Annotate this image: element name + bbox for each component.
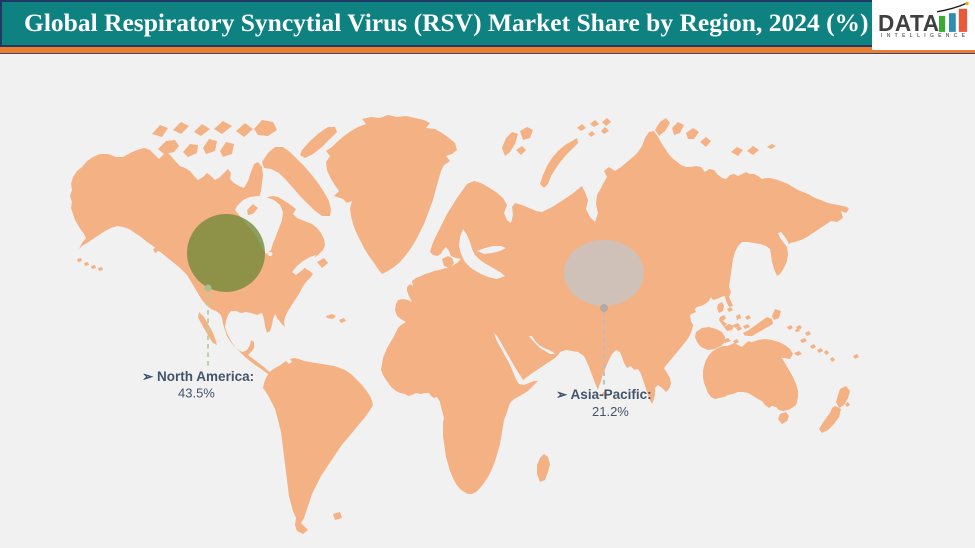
svg-text:➢ North America:: ➢ North America: xyxy=(142,369,254,384)
svg-text:21.2%: 21.2% xyxy=(592,404,629,419)
svg-text:➢ Asia-Pacific:: ➢ Asia-Pacific: xyxy=(556,387,652,402)
svg-text:43.5%: 43.5% xyxy=(178,386,215,401)
